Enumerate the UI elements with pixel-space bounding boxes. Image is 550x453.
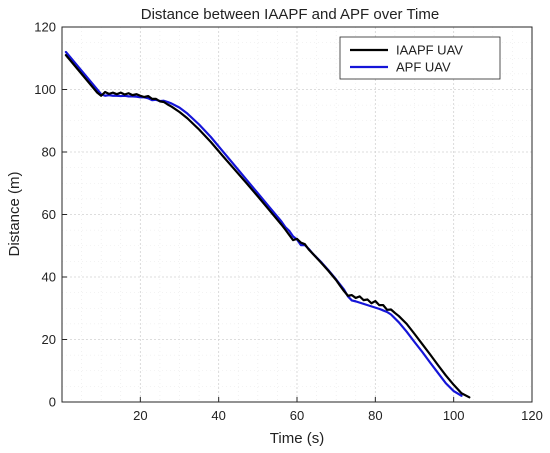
y-tick-label: 120 — [34, 20, 56, 35]
x-tick-label: 60 — [290, 408, 304, 423]
x-tick-label: 100 — [443, 408, 465, 423]
y-tick-label: 80 — [42, 145, 56, 160]
series-line-apf-uav — [64, 50, 463, 397]
legend-entry: APF UAV — [396, 60, 451, 75]
legend-entry: IAAPF UAV — [396, 43, 463, 58]
y-tick-label: 0 — [49, 395, 56, 410]
x-tick-label: 40 — [211, 408, 225, 423]
grid — [62, 27, 532, 402]
x-tick-label: 20 — [133, 408, 147, 423]
y-tick-label: 60 — [42, 207, 56, 222]
y-tick-label: 100 — [34, 82, 56, 97]
y-tick-label: 20 — [42, 332, 56, 347]
axis-ticks: 20 40 60 80 100 120 0 20 40 60 80 100 120 — [34, 20, 543, 424]
series-layer — [64, 50, 471, 399]
y-tick-label: 40 — [42, 270, 56, 285]
y-axis-label: Distance (m) — [6, 171, 23, 256]
x-tick-label: 120 — [521, 408, 543, 423]
chart-title: Distance between IAAPF and APF over Time — [141, 6, 439, 23]
x-axis-label: Time (s) — [270, 430, 324, 447]
x-tick-label: 80 — [368, 408, 382, 423]
series-line-iaapf-uav — [64, 54, 471, 399]
legend: IAAPF UAV APF UAV — [339, 36, 501, 80]
legend-box — [339, 36, 501, 80]
